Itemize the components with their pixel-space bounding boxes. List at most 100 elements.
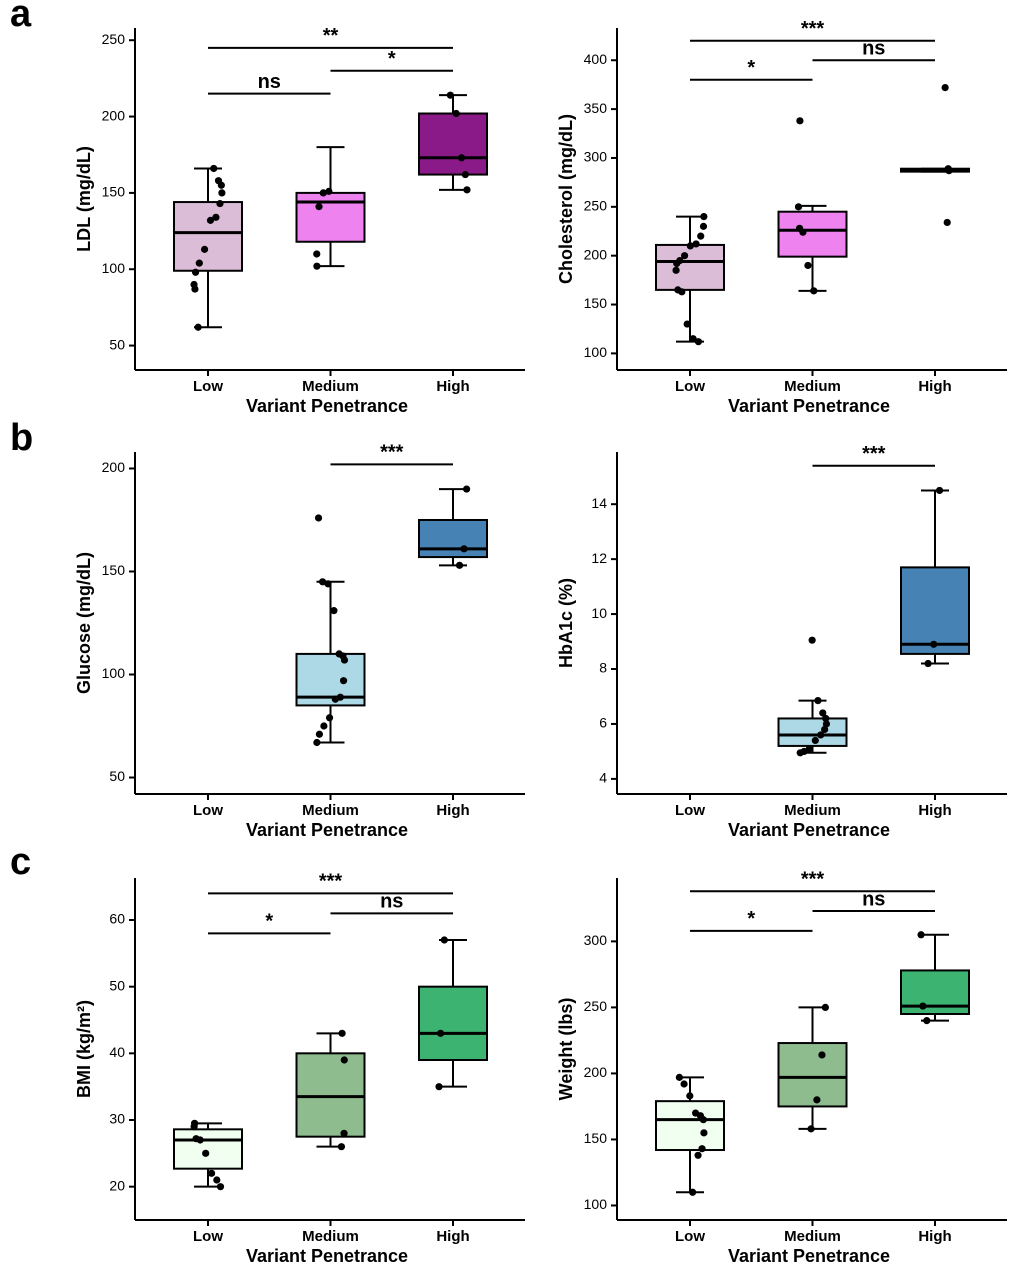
data-point [941, 84, 949, 92]
y-tick-label: 20 [109, 1177, 125, 1193]
panel-label: c [10, 841, 31, 883]
y-tick-label: 6 [599, 715, 607, 731]
data-point [930, 640, 938, 648]
data-point [340, 1129, 348, 1137]
x-tick-label: Low [675, 378, 705, 395]
box [418, 518, 488, 559]
x-axis-title: Variant Penetrance [728, 1246, 890, 1266]
data-point [190, 1123, 198, 1131]
data-point [808, 636, 816, 644]
data-point [452, 109, 460, 118]
data-point [213, 1176, 221, 1184]
x-tick-label: High [436, 378, 469, 395]
data-point [194, 323, 202, 331]
data-point [675, 1073, 683, 1081]
data-point [463, 485, 471, 493]
data-point [686, 242, 694, 250]
y-tick-label: 100 [584, 1196, 608, 1212]
data-point [680, 252, 689, 260]
data-point [694, 338, 703, 346]
box [418, 985, 488, 1062]
x-axis-title: Variant Penetrance [246, 820, 408, 840]
y-tick-label: 50 [109, 977, 125, 993]
y-tick-label: 200 [584, 246, 608, 262]
significance-label: * [747, 57, 755, 79]
data-point [195, 259, 203, 267]
data-point [216, 1183, 225, 1191]
significance-label: ns [862, 888, 885, 910]
data-point [699, 222, 708, 230]
significance-label: *** [801, 18, 825, 40]
y-tick-label: 8 [599, 660, 607, 676]
data-point [919, 1002, 927, 1010]
data-point [339, 677, 348, 685]
data-point [943, 218, 951, 227]
significance-label: * [265, 911, 273, 933]
x-tick-label: High [918, 378, 951, 395]
data-point [216, 199, 224, 208]
data-point [313, 250, 321, 258]
data-point [207, 1169, 216, 1177]
x-tick-label: Low [675, 1228, 705, 1245]
y-tick-label: 12 [591, 550, 607, 566]
data-point [435, 1083, 443, 1091]
box [173, 201, 243, 272]
significance-label: *** [862, 443, 886, 465]
data-point [436, 1029, 445, 1037]
box [777, 1042, 848, 1108]
data-point [796, 749, 804, 757]
data-point [206, 216, 215, 224]
data-point [200, 245, 209, 253]
y-tick-label: 150 [584, 295, 608, 311]
data-point [460, 545, 468, 553]
y-tick-label: 100 [102, 260, 126, 276]
data-point [699, 1116, 707, 1124]
y-tick-label: 50 [109, 768, 125, 784]
x-tick-label: High [918, 802, 951, 819]
data-point [324, 580, 332, 588]
y-tick-label: 60 [109, 911, 125, 927]
x-axis-title: Variant Penetrance [246, 1246, 408, 1266]
data-point [945, 167, 953, 175]
data-point [463, 186, 471, 194]
y-tick-label: 150 [102, 562, 126, 578]
x-tick-label: Low [193, 378, 223, 395]
data-point [455, 561, 464, 569]
x-tick-label: High [436, 1228, 469, 1245]
y-tick-label: 4 [599, 770, 607, 786]
data-point [325, 714, 334, 722]
data-point [683, 320, 691, 328]
x-tick-label: High [918, 1228, 951, 1245]
data-point [196, 1136, 204, 1144]
data-point [191, 268, 200, 276]
significance-label: *** [801, 868, 825, 890]
data-point [700, 1129, 708, 1137]
x-tick-label: Low [193, 1228, 223, 1245]
data-point [689, 335, 697, 343]
data-point [315, 203, 323, 211]
data-point [446, 91, 454, 99]
data-point [813, 1096, 821, 1104]
data-point [212, 213, 220, 221]
data-point [822, 720, 831, 728]
data-point [318, 578, 327, 586]
x-tick-label: Medium [784, 378, 841, 395]
data-point [313, 738, 321, 747]
data-point [796, 117, 804, 125]
y-tick-label: 350 [584, 100, 608, 116]
y-tick-label: 300 [584, 932, 608, 948]
data-point [692, 240, 700, 248]
x-tick-label: Medium [784, 1228, 841, 1245]
data-point [340, 656, 349, 664]
box [655, 243, 725, 291]
data-point [461, 170, 469, 179]
data-point [805, 745, 814, 753]
data-point [457, 154, 466, 162]
data-point [817, 731, 825, 739]
data-point [331, 695, 339, 703]
significance-label: ** [323, 25, 339, 47]
y-axis-title: Cholesterol (mg/dL) [556, 114, 576, 284]
x-tick-label: High [436, 802, 469, 819]
y-axis-title: HbA1c (%) [556, 578, 576, 668]
data-point [678, 288, 686, 296]
